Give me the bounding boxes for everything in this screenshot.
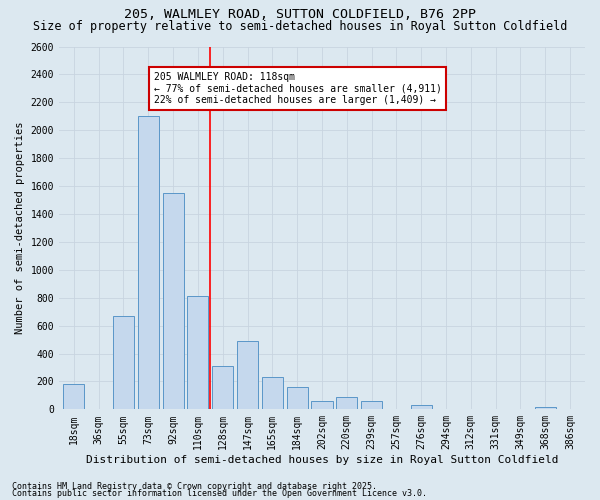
- Bar: [113, 316, 134, 410]
- Text: 205 WALMLEY ROAD: 118sqm
← 77% of semi-detached houses are smaller (4,911)
22% o: 205 WALMLEY ROAD: 118sqm ← 77% of semi-d…: [154, 72, 442, 105]
- Bar: [163, 193, 184, 410]
- Text: Contains public sector information licensed under the Open Government Licence v3: Contains public sector information licen…: [12, 489, 427, 498]
- Bar: [237, 341, 258, 409]
- Y-axis label: Number of semi-detached properties: Number of semi-detached properties: [15, 122, 25, 334]
- Bar: [535, 406, 556, 410]
- Bar: [63, 384, 85, 409]
- Bar: [287, 387, 308, 409]
- Bar: [138, 116, 159, 410]
- Bar: [212, 366, 233, 410]
- Bar: [336, 397, 358, 409]
- Bar: [311, 401, 332, 409]
- Bar: [410, 405, 432, 409]
- Text: 205, WALMLEY ROAD, SUTTON COLDFIELD, B76 2PP: 205, WALMLEY ROAD, SUTTON COLDFIELD, B76…: [124, 8, 476, 20]
- Bar: [187, 296, 208, 410]
- Bar: [262, 376, 283, 410]
- Text: Size of property relative to semi-detached houses in Royal Sutton Coldfield: Size of property relative to semi-detach…: [33, 20, 567, 33]
- Bar: [361, 401, 382, 409]
- Text: Contains HM Land Registry data © Crown copyright and database right 2025.: Contains HM Land Registry data © Crown c…: [12, 482, 377, 491]
- X-axis label: Distribution of semi-detached houses by size in Royal Sutton Coldfield: Distribution of semi-detached houses by …: [86, 455, 558, 465]
